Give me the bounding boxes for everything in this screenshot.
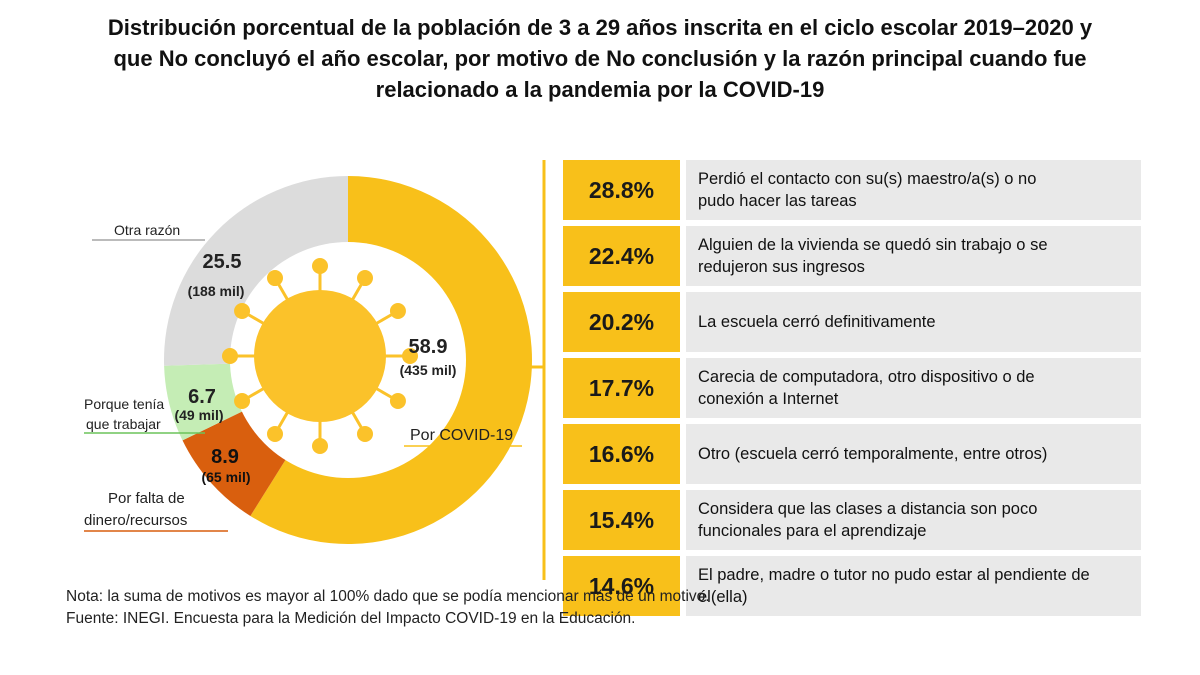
- reason-label-line: redujeron sus ingresos: [698, 258, 865, 276]
- reason-label: Considera que las clases a distancia son…: [686, 490, 1141, 550]
- covid-label: Por COVID-19: [410, 427, 513, 444]
- reason-label-line: Otro (escuela cerró temporalmente, entre…: [698, 445, 1048, 463]
- reason-label-line: Carecia de computadora, otro dispositivo…: [698, 368, 1035, 386]
- sun-spike: [312, 258, 328, 274]
- sun-spike: [222, 348, 238, 364]
- otra-count: (188 mil): [188, 283, 245, 299]
- reason-label-line: él(ella): [698, 588, 748, 606]
- reason-percent: 17.7%: [563, 358, 680, 418]
- title-line-3: relacionado a la pandemia por la COVID-1…: [375, 77, 825, 102]
- reason-percent: 20.2%: [563, 292, 680, 352]
- trabajar-label-line-1: Porque tenía: [84, 396, 164, 412]
- reasons-list: 28.8% Perdió el contacto con su(s) maestr…: [563, 160, 1141, 622]
- reason-row: 28.8% Perdió el contacto con su(s) maestr…: [563, 160, 1141, 220]
- title-line-2: que No concluyó el año escolar, por moti…: [113, 46, 1087, 71]
- sun-spike: [267, 425, 283, 442]
- reason-percent: 16.6%: [563, 424, 680, 484]
- otra-label: Otra razón: [114, 222, 180, 238]
- reason-percent: 14.6%: [563, 556, 680, 616]
- sun-spike: [357, 425, 373, 442]
- reason-label: Otro (escuela cerró temporalmente, entre…: [686, 424, 1141, 484]
- trabajar-value: 6.7: [188, 386, 216, 408]
- covid-value: 58.9: [409, 336, 448, 358]
- otra-value: 25.5: [203, 251, 242, 273]
- sun-spike: [312, 438, 328, 454]
- chart-title: Distribución porcentual de la población …: [60, 12, 1140, 105]
- reason-label-line: Alguien de la vivienda se quedó sin trab…: [698, 236, 1048, 254]
- sun-spike: [357, 270, 373, 287]
- notes: Nota: la suma de motivos es mayor al 100…: [66, 586, 710, 630]
- reason-row: 16.6% Otro (escuela cerró temporalmente, …: [563, 424, 1141, 484]
- reason-label: El padre, madre o tutor no pudo estar al…: [686, 556, 1141, 616]
- dinero-label-line-2: dinero/recursos: [84, 512, 187, 529]
- reason-label-line: El padre, madre o tutor no pudo estar al…: [698, 566, 1090, 584]
- reason-row: 20.2% La escuela cerró definitivamente: [563, 292, 1141, 352]
- reason-percent: 22.4%: [563, 226, 680, 286]
- reason-label-line: conexión a Internet: [698, 390, 839, 408]
- trabajar-count: (49 mil): [174, 407, 223, 423]
- reason-row: 15.4% Considera que las clases a distanci…: [563, 490, 1141, 550]
- title-line-1: Distribución porcentual de la población …: [107, 15, 1093, 40]
- sun-spike: [234, 303, 251, 319]
- reason-percent: 28.8%: [563, 160, 680, 220]
- coronavirus-icon: [222, 258, 418, 454]
- reason-label: Alguien de la vivienda se quedó sin trab…: [686, 226, 1141, 286]
- reason-label: La escuela cerró definitivamente: [686, 292, 1141, 352]
- reason-label-line: La escuela cerró definitivamente: [698, 313, 936, 331]
- reason-percent: 15.4%: [563, 490, 680, 550]
- sun-spike: [234, 393, 251, 409]
- reason-row: 17.7% Carecia de computadora, otro dispos…: [563, 358, 1141, 418]
- sun-spike: [267, 270, 283, 287]
- covid-count: (435 mil): [400, 362, 457, 378]
- reason-label-line: Considera que las clases a distancia son…: [698, 500, 1038, 518]
- reason-label-line: pudo hacer las tareas: [698, 192, 857, 210]
- note-text: Nota: la suma de motivos es mayor al 100…: [66, 588, 710, 605]
- dinero-count: (65 mil): [201, 469, 250, 485]
- dinero-label-line-1: Por falta de: [108, 490, 185, 507]
- reason-label-line: funcionales para el aprendizaje: [698, 522, 927, 540]
- sun-spike: [402, 348, 418, 364]
- reason-row: 14.6% El padre, madre o tutor no pudo est…: [563, 556, 1141, 616]
- dinero-value: 8.9: [211, 446, 239, 468]
- reason-label: Carecia de computadora, otro dispositivo…: [686, 358, 1141, 418]
- donut-chart: Otra razón 25.5 (188 mil) 58.9 (435 mil)…: [84, 160, 546, 580]
- sun-core: [254, 290, 386, 422]
- trabajar-label-line-2: que trabajar: [86, 416, 161, 432]
- connector-dot: [472, 362, 482, 372]
- sun-spike: [389, 393, 406, 409]
- reason-label-line: Perdió el contacto con su(s) maestro/a(s…: [698, 170, 1037, 188]
- reason-label: Perdió el contacto con su(s) maestro/a(s…: [686, 160, 1141, 220]
- source-text: Fuente: INEGI. Encuesta para la Medición…: [66, 610, 636, 627]
- sun-spike: [389, 303, 406, 319]
- reason-row: 22.4% Alguien de la vivienda se quedó sin…: [563, 226, 1141, 286]
